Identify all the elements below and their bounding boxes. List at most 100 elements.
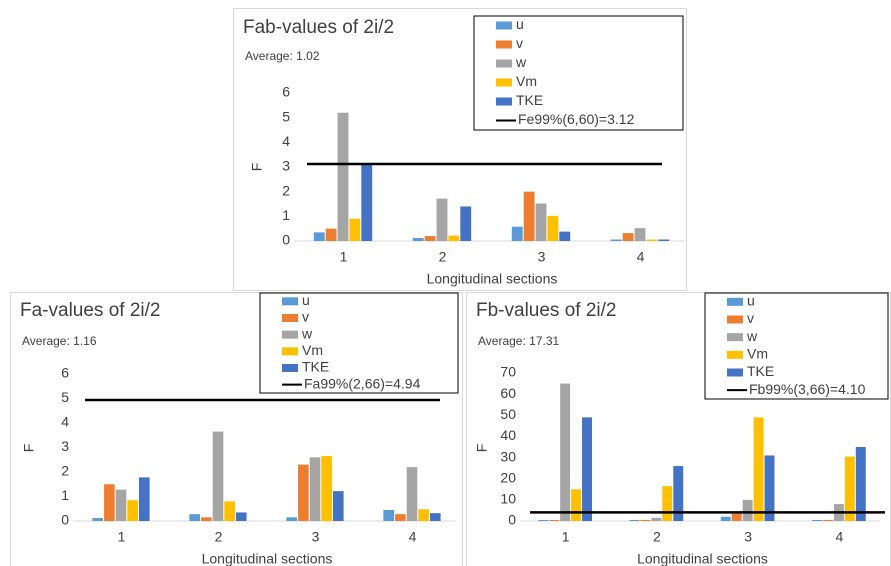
- bar: [673, 466, 684, 521]
- y-tick-label: 4: [282, 133, 290, 149]
- legend-swatch: [727, 368, 743, 377]
- chart-panel: Fa-values of 2i/2 Average: 1.16 F Longitudi…: [10, 292, 463, 566]
- y-axis-label: F: [249, 163, 265, 172]
- y-tick-label: 30: [500, 448, 516, 464]
- bar: [622, 233, 634, 241]
- chart-panel: Fab-values of 2i/2 Average: 1.02 F Longitud…: [233, 8, 687, 291]
- y-tick-label: 10: [500, 491, 516, 507]
- chart-title: Fb-values of 2i/2: [476, 300, 616, 321]
- legend-label: u: [516, 16, 524, 32]
- bar: [349, 218, 361, 241]
- legend-swatch: [727, 350, 743, 359]
- bar: [298, 464, 309, 521]
- bar: [538, 519, 549, 521]
- x-tick-label: 2: [439, 249, 447, 265]
- legend-swatch: [282, 330, 298, 339]
- legend-label: v: [516, 35, 523, 51]
- x-tick-label: 1: [340, 249, 348, 265]
- bar: [822, 519, 833, 521]
- bar: [651, 517, 662, 521]
- bar: [629, 519, 640, 521]
- bar: [812, 519, 822, 521]
- y-tick-label: 5: [61, 389, 69, 405]
- bar: [523, 191, 535, 241]
- bar: [753, 417, 764, 521]
- x-axis-label: Longitudinal sections: [427, 271, 558, 287]
- bar: [448, 235, 460, 241]
- bar: [547, 215, 559, 241]
- bar: [662, 486, 673, 521]
- bar: [582, 417, 592, 521]
- bar: [571, 489, 582, 521]
- bar: [535, 203, 547, 241]
- bar: [115, 489, 127, 521]
- bar: [460, 206, 472, 241]
- legend-swatch: [727, 297, 743, 306]
- y-axis-label: F: [21, 444, 37, 453]
- legend-label: TKE: [302, 359, 329, 375]
- x-tick-label: 3: [744, 529, 752, 545]
- bar: [658, 239, 670, 241]
- legend-swatch: [496, 21, 512, 30]
- bar: [309, 457, 321, 521]
- legend-label: v: [747, 310, 754, 326]
- bar: [640, 519, 651, 521]
- bar: [361, 164, 373, 241]
- legend-label: TKE: [747, 363, 774, 379]
- bar: [560, 383, 571, 521]
- chart-subtitle: Average: 1.02: [245, 49, 320, 63]
- legend-label: w: [515, 54, 527, 70]
- legend-label: v: [302, 309, 309, 325]
- bar: [511, 226, 523, 241]
- bar: [412, 238, 424, 241]
- legend-swatch: [496, 78, 512, 87]
- bar: [634, 228, 646, 241]
- x-tick-label: 1: [118, 529, 126, 545]
- bar: [610, 239, 622, 241]
- legend-label: Fe99%(6,60)=3.12: [518, 111, 635, 127]
- y-tick-label: 20: [500, 469, 516, 485]
- legend-label: w: [746, 328, 758, 344]
- legend-swatch: [496, 97, 512, 106]
- bar: [332, 491, 344, 521]
- y-tick-label: 5: [282, 108, 290, 124]
- bar: [855, 447, 866, 521]
- y-tick-label: 3: [61, 438, 69, 454]
- x-tick-label: 1: [562, 529, 570, 545]
- bar: [313, 232, 325, 241]
- legend-label: w: [301, 325, 313, 341]
- legend-label: Fb99%(3,66)=4.10: [749, 381, 866, 397]
- x-tick-label: 4: [409, 529, 417, 545]
- bar: [559, 231, 571, 241]
- legend-label: Fa99%(2,66)=4.94: [304, 375, 421, 391]
- x-tick-label: 3: [538, 249, 546, 265]
- bar: [646, 239, 658, 241]
- bar: [286, 517, 298, 521]
- legend-label: u: [747, 293, 755, 309]
- legend-label: Vm: [302, 342, 323, 358]
- legend-label: u: [302, 292, 310, 308]
- bar: [549, 519, 560, 521]
- x-axis-label: Longitudinal sections: [637, 551, 768, 566]
- bar: [731, 513, 742, 521]
- legend-swatch: [496, 59, 512, 68]
- bar: [418, 509, 429, 521]
- y-tick-label: 1: [61, 487, 69, 503]
- chart-subtitle: Average: 17.31: [478, 334, 560, 348]
- legend-swatch: [727, 315, 743, 324]
- legend-label: Vm: [747, 346, 768, 362]
- legend-label: TKE: [516, 92, 543, 108]
- y-tick-label: 4: [61, 414, 69, 430]
- legend-label: Vm: [516, 73, 537, 89]
- x-tick-label: 4: [835, 529, 843, 545]
- y-tick-label: 40: [500, 427, 516, 443]
- bar: [436, 198, 448, 241]
- bar: [92, 518, 104, 521]
- y-tick-label: 0: [61, 512, 69, 528]
- chart-title: Fab-values of 2i/2: [243, 17, 394, 38]
- legend-swatch: [282, 364, 298, 372]
- chart-subtitle: Average: 1.16: [22, 334, 97, 348]
- legend-swatch: [496, 40, 512, 49]
- y-tick-label: 2: [61, 463, 69, 479]
